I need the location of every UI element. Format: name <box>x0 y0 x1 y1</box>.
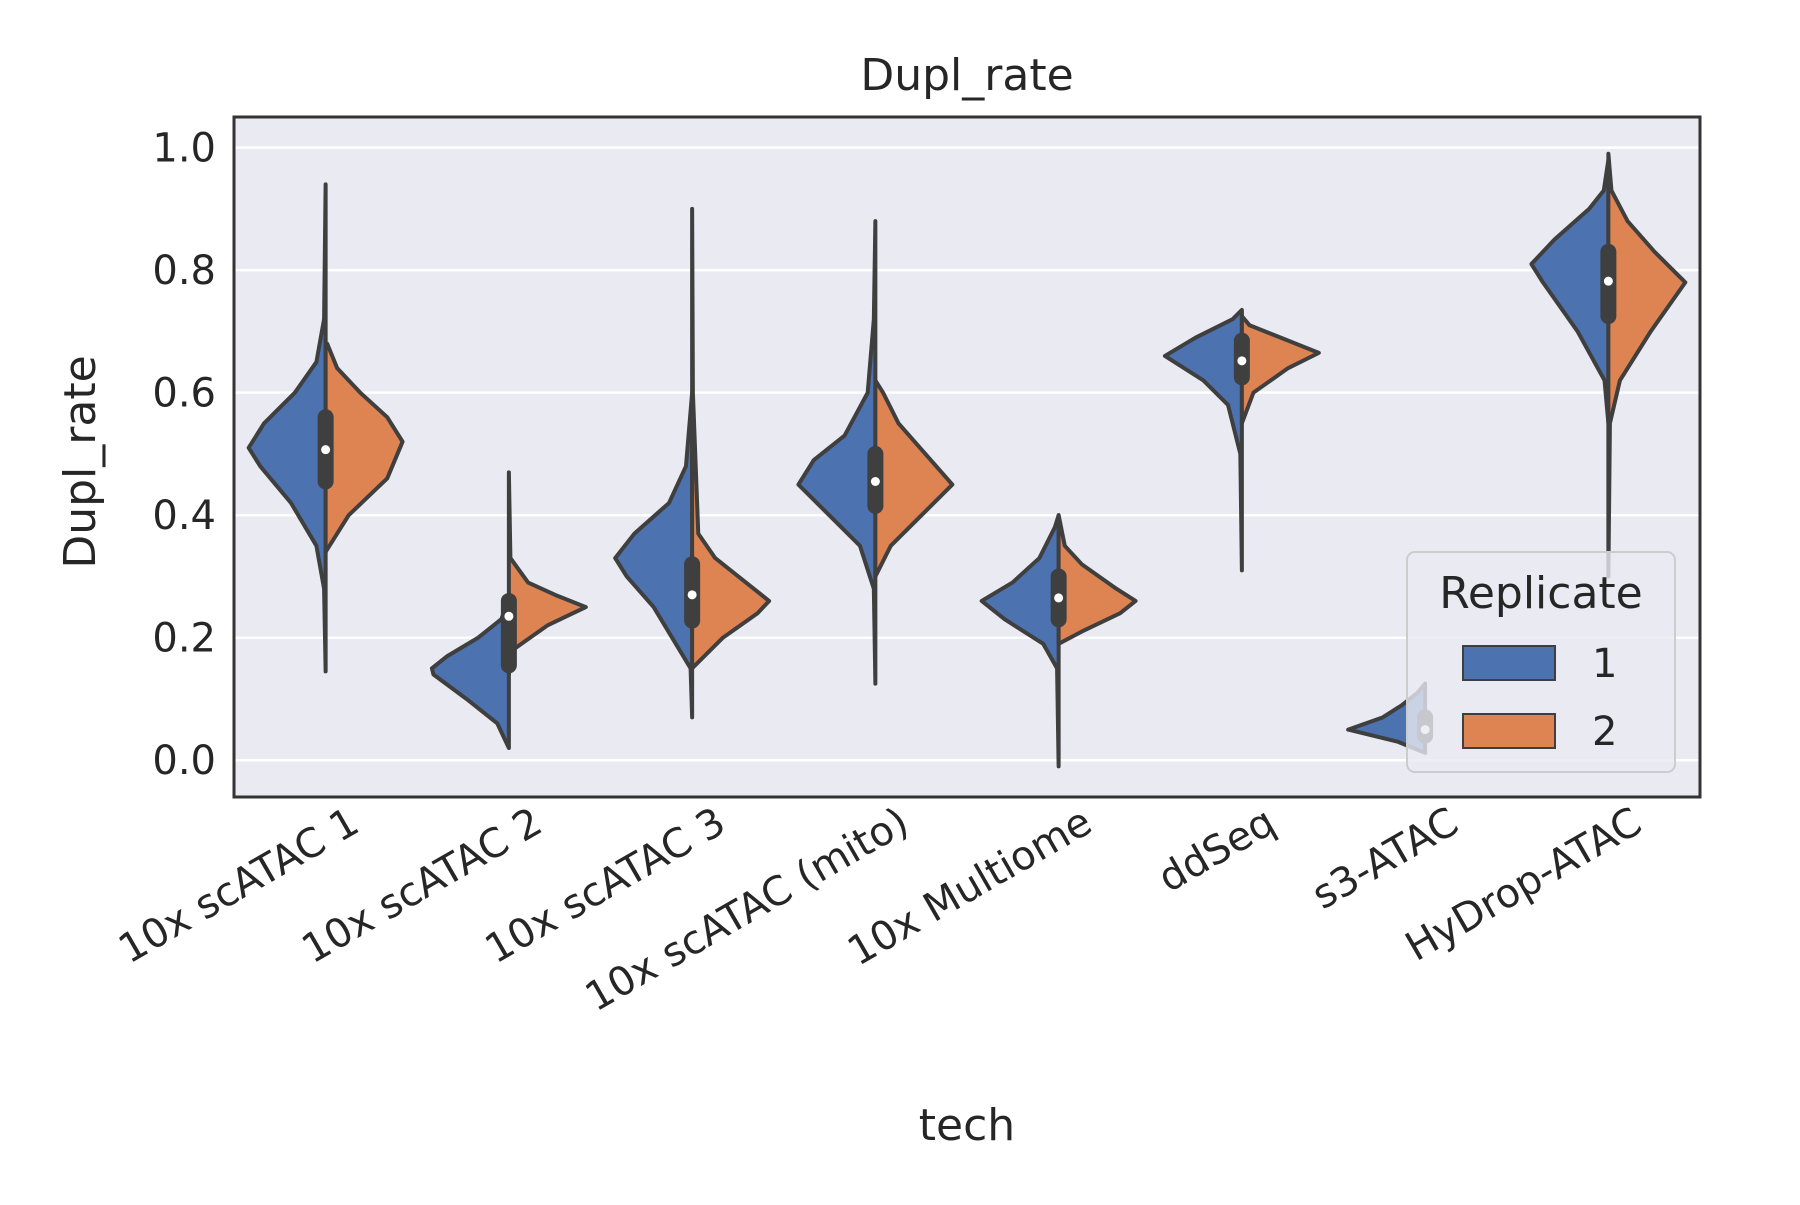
violin-half-replicate-2 <box>1239 314 1321 426</box>
x-axis-label: tech <box>919 1100 1015 1151</box>
x-tick-label: 10x scATAC (mito) <box>578 799 917 1021</box>
violin-half-replicate-2 <box>1056 513 1138 646</box>
y-tick-label: 0.8 <box>152 248 216 294</box>
violin-half-replicate-2 <box>323 341 405 554</box>
violin-half-replicate-1 <box>246 182 328 674</box>
x-tick-label: s3-ATAC <box>1305 799 1467 919</box>
legend-swatch-replicate-1 <box>1462 645 1556 681</box>
legend-label-replicate-1: 1 <box>1592 641 1617 687</box>
legend-title: Replicate <box>1439 568 1643 619</box>
y-tick-label: 0.0 <box>152 738 216 784</box>
violin-half-replicate-1 <box>796 219 878 686</box>
violins <box>246 151 1688 769</box>
legend: Replicate 1 2 <box>1406 551 1676 773</box>
chart-title: Dupl_rate <box>860 50 1073 101</box>
violin-half-replicate-1 <box>1529 157 1611 426</box>
y-axis-label: Dupl_rate <box>55 355 106 568</box>
median-marker <box>687 590 697 600</box>
median-marker <box>870 477 880 487</box>
y-tick-label: 0.4 <box>152 493 216 539</box>
y-tick-label: 1.0 <box>152 126 216 172</box>
y-tick-label: 0.2 <box>152 616 216 662</box>
x-tick-label: ddSeq <box>1151 799 1283 902</box>
violin-half-replicate-2 <box>690 206 772 671</box>
legend-swatch-replicate-2 <box>1462 713 1556 749</box>
median-marker <box>321 445 331 455</box>
median-marker <box>1054 593 1064 603</box>
median-marker <box>1603 276 1613 286</box>
legend-label-replicate-2: 2 <box>1592 709 1617 755</box>
median-marker <box>504 611 514 621</box>
y-tick-label: 0.6 <box>152 371 216 417</box>
y-ticks: 0.0 0.2 0.4 0.6 0.8 1.0 <box>152 126 216 785</box>
median-marker <box>1237 356 1247 366</box>
plot-area-frame <box>232 115 1702 799</box>
violin-half-replicate-2 <box>506 470 588 677</box>
violin-half-replicate-1 <box>1162 307 1244 573</box>
violin-half-replicate-2 <box>873 378 955 579</box>
violin-half-replicate-1 <box>613 390 695 720</box>
violin-half-replicate-2 <box>1606 151 1688 579</box>
